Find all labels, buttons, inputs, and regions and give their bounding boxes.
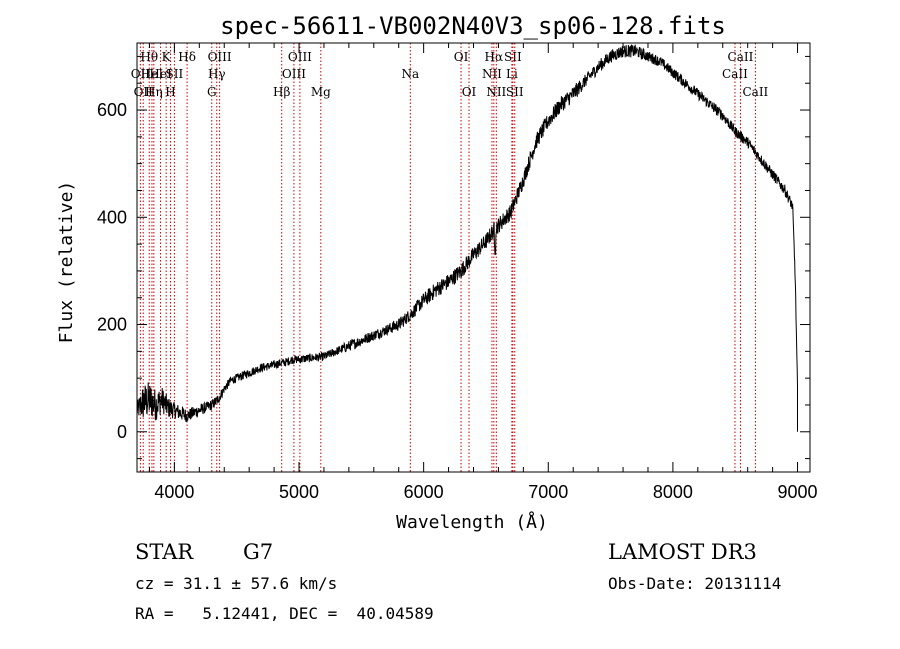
x-tick-label: 4000 <box>154 482 194 502</box>
x-axis-label: Wavelength (Å) <box>396 511 548 533</box>
spectral-line-label: Na <box>401 67 419 81</box>
spectral-line-label: NII <box>486 85 506 99</box>
y-tick-label: 200 <box>97 315 127 335</box>
spectral-line-label: OI <box>454 50 469 64</box>
spectral-line-label: SII <box>504 50 522 64</box>
spectral-line-label: Hθ <box>140 50 158 64</box>
spectral-line-label: OIII <box>288 50 312 64</box>
object-subclass: G7 <box>243 540 274 564</box>
redshift-readout: cz = 31.1 ± 57.6 km/s <box>135 574 338 593</box>
spectral-line-label: CaII <box>742 85 768 99</box>
spectral-line-label: HeI <box>149 67 172 81</box>
spectral-line-label: CaII <box>722 67 748 81</box>
spectral-line-label: Hα <box>485 50 504 64</box>
x-tick-label: 5000 <box>279 482 319 502</box>
spectral-line-label: OII <box>134 85 154 99</box>
spectral-line-label: HeI <box>141 67 164 81</box>
spectral-line-label: CaII <box>728 50 754 64</box>
spectral-line-label: Hβ <box>273 85 290 99</box>
spectral-line-label: Hγ <box>208 67 226 81</box>
spectral-line-label: Hη <box>145 85 163 99</box>
flux-series-line <box>136 44 798 432</box>
spectral-line-label: H <box>165 85 175 99</box>
y-tick-label: 400 <box>97 207 127 227</box>
chart-title: spec-56611-VB002N40V3_sp06-128.fits <box>220 12 726 40</box>
spectral-line-label: Hδ <box>178 50 196 64</box>
obs-date: Obs-Date: 20131114 <box>608 574 782 593</box>
y-tick-label: 0 <box>117 422 127 442</box>
x-tick-label: 9000 <box>778 482 818 502</box>
spectral-line-markers: OII OII Hθ HeI Hη HeI K H SII Hδ G Hγ OIII Hβ OIII OIII… <box>131 43 769 472</box>
spectral-line-label: OIII <box>208 50 232 64</box>
spectral-line-label: OII <box>131 67 151 81</box>
spectral-line-label: OI <box>462 85 477 99</box>
spectral-line-label: G <box>207 85 217 99</box>
axes: 4000 5000 6000 7000 8000 9000 0 200 400 600 <box>97 43 818 502</box>
spectral-line-label: K <box>162 50 172 64</box>
spectral-line-label: Mg <box>311 85 331 99</box>
spectral-line-label: Li <box>506 67 518 81</box>
spectral-line-label: OIII <box>282 67 306 81</box>
spectral-line-label: SII <box>166 67 184 81</box>
x-tick-label: 6000 <box>404 482 444 502</box>
x-tick-label: 7000 <box>528 482 568 502</box>
x-tick-label: 8000 <box>653 482 693 502</box>
object-class: STAR <box>135 540 194 564</box>
spectral-line-label: SII <box>506 85 524 99</box>
survey-name: LAMOST DR3 <box>608 540 757 564</box>
y-axis-label: Flux (relative) <box>56 181 77 344</box>
y-tick-label: 600 <box>97 100 127 120</box>
spectral-line-label: NII <box>482 67 502 81</box>
coordinates: RA = 5.12441, DEC = 40.04589 <box>135 604 434 623</box>
